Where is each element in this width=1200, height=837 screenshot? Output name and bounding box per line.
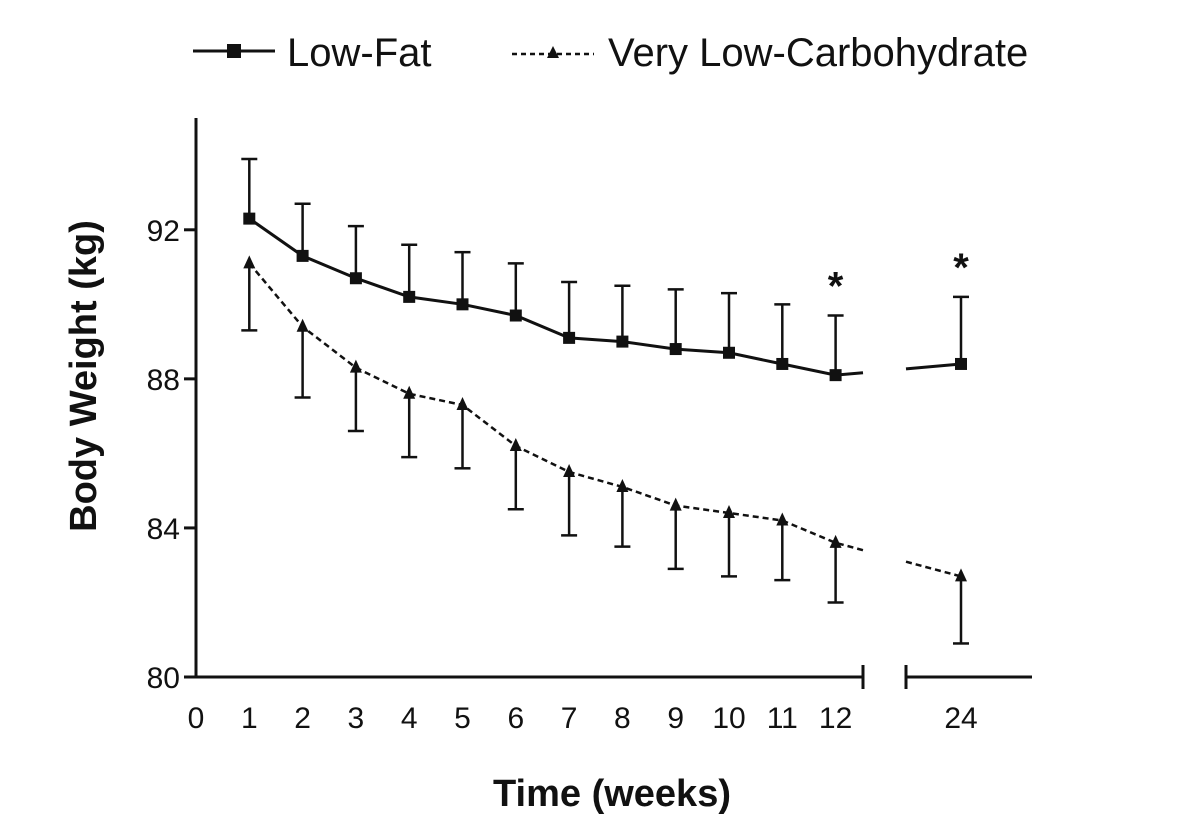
legend-marker-triangle <box>547 46 559 58</box>
legend-label-low-fat: Low-Fat <box>287 31 432 75</box>
series-line-low-fat-after-break <box>905 362 962 371</box>
legend-marker-square <box>227 44 241 58</box>
marker-square-low-fat <box>955 357 967 370</box>
x-tick-label: 24 <box>944 702 977 735</box>
marker-triangle-very-low-carbohydrate <box>955 568 967 582</box>
legend-label-very-low-carbohydrate: Very Low-Carbohydrate <box>608 31 1028 75</box>
marker-square-low-fat <box>723 346 735 359</box>
marker-triangle-very-low-carbohydrate <box>563 464 576 478</box>
marker-triangle-very-low-carbohydrate <box>403 385 416 399</box>
legend-item-low-fat: Low-Fat <box>193 31 432 75</box>
marker-triangle-very-low-carbohydrate <box>669 497 682 511</box>
marker-square-low-fat <box>669 343 682 356</box>
x-tick-label: 10 <box>712 702 745 735</box>
x-tick-label: 5 <box>454 702 471 735</box>
y-tick-label: 92 <box>147 215 180 248</box>
y-tick-label: 88 <box>147 364 180 397</box>
marker-triangle-very-low-carbohydrate <box>616 478 629 492</box>
series-line-very-low-carbohydrate <box>248 262 864 552</box>
marker-square-low-fat <box>456 298 469 311</box>
x-tick-label: 2 <box>294 702 311 735</box>
significance-asterisk: * <box>828 265 844 309</box>
x-tick-label: 9 <box>667 702 684 735</box>
significance-asterisk: * <box>953 246 969 290</box>
marker-square-low-fat <box>403 290 416 303</box>
x-tick-label: 8 <box>614 702 631 735</box>
marker-square-low-fat <box>829 369 842 382</box>
marker-square-low-fat <box>349 272 362 285</box>
x-tick-label: 7 <box>561 702 578 735</box>
series-line-very-low-carbohydrate-after-break <box>905 560 962 578</box>
y-tick-label: 80 <box>147 662 180 695</box>
marker-triangle-very-low-carbohydrate <box>349 359 362 373</box>
marker-square-low-fat <box>776 357 789 370</box>
markers-layer <box>241 157 969 645</box>
x-axis-title: Time (weeks) <box>493 773 731 815</box>
x-tick-label: 11 <box>767 702 798 735</box>
y-axis-title: Body Weight (kg) <box>63 220 105 532</box>
legend: Low-Fat Very Low-Carbohydrate <box>193 31 1028 75</box>
x-tick-label: 4 <box>401 702 418 735</box>
x-tick-label: 6 <box>507 702 524 735</box>
x-tick-label: 1 <box>241 702 258 735</box>
marker-triangle-very-low-carbohydrate <box>243 255 256 269</box>
marker-square-low-fat <box>243 212 256 225</box>
marker-triangle-very-low-carbohydrate <box>723 505 735 519</box>
marker-triangle-very-low-carbohydrate <box>456 396 469 410</box>
x-tick-label: 12 <box>819 702 852 735</box>
marker-square-low-fat <box>563 331 576 344</box>
marker-triangle-very-low-carbohydrate <box>829 534 842 548</box>
y-tick-label: 84 <box>147 513 180 546</box>
legend-item-very-low-carbohydrate: Very Low-Carbohydrate <box>512 31 1028 75</box>
marker-square-low-fat <box>296 249 309 262</box>
marker-triangle-very-low-carbohydrate <box>776 512 789 526</box>
marker-square-low-fat <box>616 335 629 348</box>
significance-layer: * * <box>828 246 969 309</box>
marker-triangle-very-low-carbohydrate <box>296 318 309 332</box>
series-line-low-fat <box>248 217 864 377</box>
marker-triangle-very-low-carbohydrate <box>509 437 522 451</box>
x-tick-label: 0 <box>188 702 205 735</box>
marker-square-low-fat <box>509 309 522 322</box>
x-tick-label: 3 <box>348 702 365 735</box>
axes <box>194 118 1032 689</box>
